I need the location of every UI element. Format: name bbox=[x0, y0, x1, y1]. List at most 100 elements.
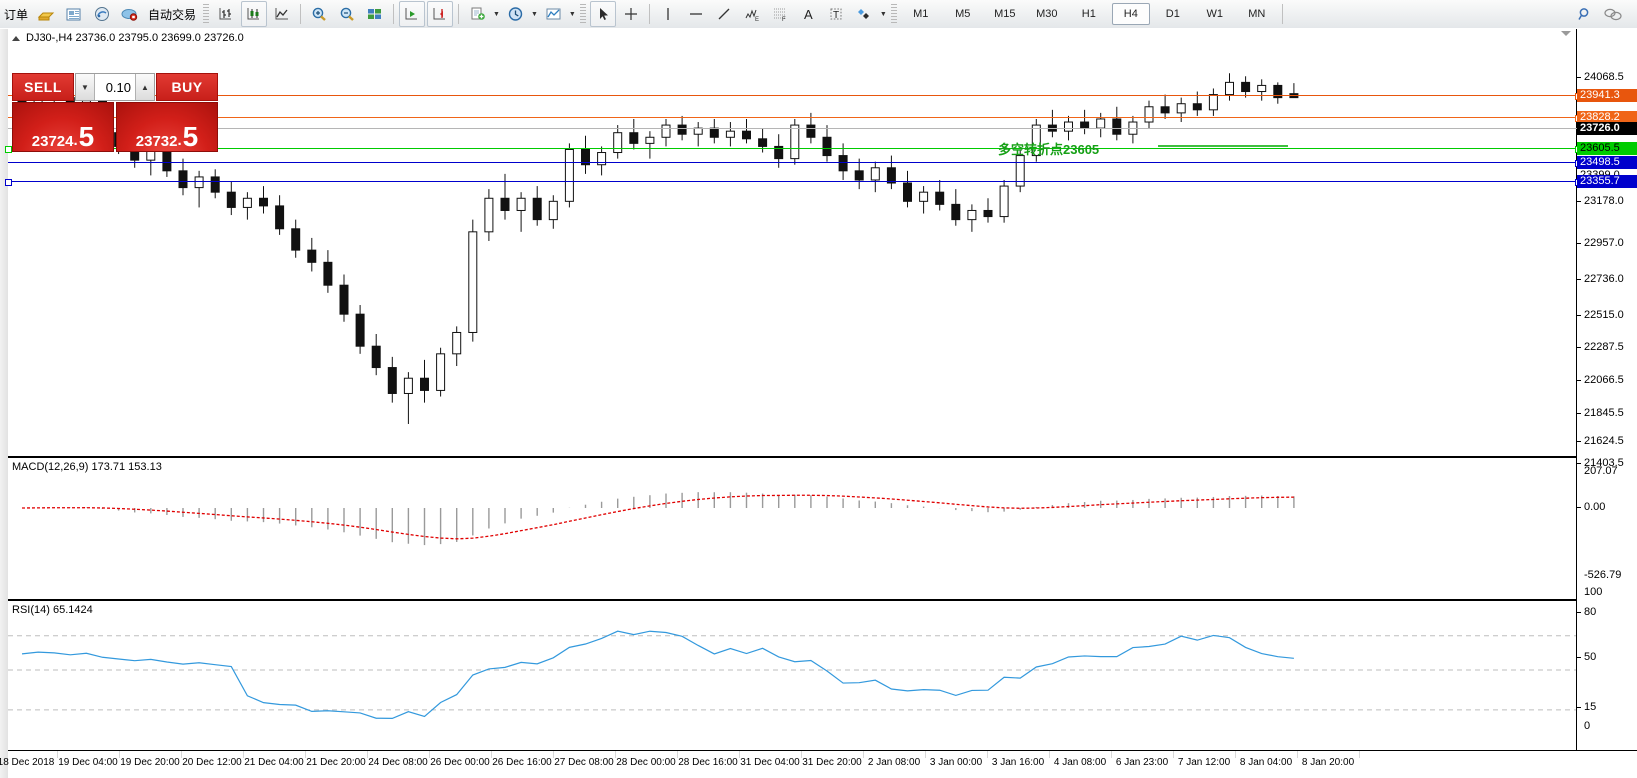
cloud-sync-icon[interactable] bbox=[117, 1, 143, 27]
level-line-23726 bbox=[8, 128, 1577, 129]
time-axis-label: 6 Jan 23:00 bbox=[1115, 757, 1169, 768]
time-axis-label: 21 Dec 04:00 bbox=[244, 757, 304, 768]
zoom-out-icon[interactable] bbox=[334, 1, 360, 27]
timeframe-h4[interactable]: H4 bbox=[1111, 3, 1150, 25]
trendline-icon[interactable] bbox=[711, 1, 737, 27]
price-label-23498[interactable]: 23498.5 bbox=[1577, 156, 1637, 169]
sell-button[interactable]: SELL bbox=[12, 73, 74, 101]
gold-bars-icon[interactable] bbox=[33, 1, 59, 27]
shift-start-icon[interactable] bbox=[399, 1, 426, 27]
level-line-23828[interactable] bbox=[8, 115, 1582, 122]
price-label-23941[interactable]: 23941.3 bbox=[1577, 89, 1637, 102]
toolbar-separator-3 bbox=[458, 4, 460, 24]
price-label-last-23726: 23726.0 bbox=[1577, 122, 1637, 135]
one-click-trading-panel[interactable]: SELL ▼ 0.10 ▲ BUY 23724 . 5 23732 . 5 bbox=[12, 73, 218, 152]
chevron-down-icon-2[interactable]: ▼ bbox=[530, 10, 538, 18]
toolbar-grip-periods[interactable] bbox=[890, 4, 897, 24]
time-axis-separator bbox=[863, 751, 864, 758]
price-label-23828[interactable]: 23828.2 bbox=[1577, 111, 1637, 124]
chat-icon[interactable] bbox=[1600, 1, 1626, 27]
time-axis-label: 19 Dec 20:00 bbox=[120, 757, 180, 768]
bar-chart-icon[interactable] bbox=[213, 1, 239, 27]
time-axis-separator bbox=[119, 751, 120, 758]
hline-icon[interactable] bbox=[683, 1, 709, 27]
price-pane[interactable]: 多空转折点23605 bbox=[5, 29, 1582, 457]
level-line-23941[interactable] bbox=[8, 93, 1582, 100]
chevron-down-icon-3[interactable]: ▼ bbox=[568, 10, 576, 18]
price-axis[interactable]: 24068.5 23178.0 22957.0 22736.0 22515.0 … bbox=[1576, 29, 1637, 751]
level-line-23498[interactable] bbox=[8, 160, 1582, 167]
autotrading-button[interactable]: 自动交易 bbox=[148, 7, 197, 22]
toolbar-grip-charts[interactable] bbox=[203, 4, 210, 24]
volume-stepper[interactable]: ▼ 0.10 ▲ bbox=[75, 73, 155, 101]
signal-icon[interactable] bbox=[89, 1, 115, 27]
chevron-down-icon-4[interactable]: ▼ bbox=[879, 10, 887, 18]
volume-increase-button[interactable]: ▲ bbox=[135, 74, 154, 100]
new-template-icon[interactable] bbox=[465, 1, 491, 27]
buy-price-separator: . bbox=[177, 132, 182, 149]
news-icon[interactable] bbox=[61, 1, 87, 27]
macd-pane[interactable]: MACD(12,26,9) 173.71 153.13 bbox=[8, 457, 1577, 600]
vline-icon[interactable] bbox=[655, 1, 681, 27]
macd-series bbox=[21, 492, 1295, 546]
cursor-icon[interactable] bbox=[589, 1, 616, 27]
zoom-in-icon[interactable] bbox=[306, 1, 332, 27]
time-axis-separator bbox=[677, 751, 678, 758]
timeframe-m5[interactable]: M5 bbox=[955, 8, 971, 20]
svg-text:A: A bbox=[804, 7, 813, 22]
sell-price-box[interactable]: 23724 . 5 bbox=[12, 102, 114, 152]
time-axis-label: 27 Dec 08:00 bbox=[554, 757, 614, 768]
shift-end-icon[interactable] bbox=[427, 1, 454, 27]
timeframe-d1[interactable]: D1 bbox=[1165, 8, 1180, 20]
chart-annotation-text[interactable]: 多空转折点23605 bbox=[998, 142, 1100, 157]
time-axis-separator bbox=[1235, 751, 1236, 758]
orders-button[interactable]: 订单 bbox=[4, 7, 29, 22]
time-axis[interactable]: 18 Dec 2018 19 Dec 04:00 19 Dec 20:00 20 De… bbox=[0, 750, 1637, 778]
level-handle-23605-left[interactable] bbox=[5, 146, 12, 153]
buy-button[interactable]: BUY bbox=[156, 73, 218, 101]
textlabel-icon[interactable]: T bbox=[823, 1, 849, 27]
buy-price-box[interactable]: 23732 . 5 bbox=[116, 102, 218, 152]
svg-text:T: T bbox=[833, 10, 839, 21]
collapse-triangle-icon[interactable] bbox=[12, 35, 20, 41]
chart-scroll-indicator[interactable] bbox=[1561, 31, 1571, 36]
history-clock-icon[interactable] bbox=[503, 1, 529, 27]
text-icon[interactable]: A bbox=[795, 1, 821, 27]
time-axis-separator bbox=[1297, 751, 1298, 758]
toolbar-grip-tools[interactable] bbox=[579, 4, 586, 24]
tile-windows-icon[interactable] bbox=[362, 1, 388, 27]
chevron-down-icon[interactable]: ▼ bbox=[493, 10, 500, 18]
volume-decrease-button[interactable]: ▼ bbox=[76, 74, 95, 100]
elliott-icon[interactable]: E bbox=[739, 1, 765, 27]
crosshair-icon[interactable] bbox=[618, 1, 644, 27]
timeframe-m15[interactable]: M15 bbox=[994, 8, 1016, 20]
search-icon[interactable] bbox=[1572, 1, 1598, 27]
toolbar-separator-2 bbox=[393, 4, 395, 24]
level-line-23605[interactable] bbox=[5, 146, 1582, 153]
macd-label: MACD(12,26,9) 173.71 153.13 bbox=[12, 461, 162, 473]
price-label-23355[interactable]: 23355.7 bbox=[1577, 175, 1637, 188]
rsi-pane[interactable]: RSI(14) 65.1424 bbox=[8, 600, 1577, 752]
time-axis-label: 31 Dec 04:00 bbox=[740, 757, 800, 768]
chart-panes: 多空转折点23605 MACD(12,26,9) 173.71 153.13 R… bbox=[5, 29, 1582, 752]
timeframe-mn[interactable]: MN bbox=[1248, 8, 1266, 20]
indicators-icon[interactable] bbox=[541, 1, 567, 27]
trade-controls-row: SELL ▼ 0.10 ▲ BUY bbox=[12, 73, 218, 101]
price-label-23605[interactable]: 23605.5 bbox=[1577, 142, 1637, 155]
level-line-23355[interactable] bbox=[5, 179, 1582, 186]
fibo-icon[interactable]: F bbox=[767, 1, 793, 27]
timeframe-m1[interactable]: M1 bbox=[913, 8, 929, 20]
time-axis-separator bbox=[1111, 751, 1112, 758]
toolbar-right-group bbox=[1571, 1, 1637, 27]
timeframe-w1[interactable]: W1 bbox=[1206, 8, 1224, 20]
time-axis-separator bbox=[615, 751, 616, 758]
timeframe-m30[interactable]: M30 bbox=[1036, 8, 1058, 20]
volume-value[interactable]: 0.10 bbox=[95, 74, 135, 100]
timeframe-h1[interactable]: H1 bbox=[1081, 8, 1096, 20]
line-chart-icon[interactable] bbox=[269, 1, 295, 27]
level-handle-23355-left[interactable] bbox=[5, 179, 12, 186]
time-axis-label: 26 Dec 16:00 bbox=[492, 757, 552, 768]
candlestick-chart-icon[interactable] bbox=[241, 1, 268, 27]
time-axis-label: 28 Dec 16:00 bbox=[678, 757, 738, 768]
shapes-icon[interactable] bbox=[852, 1, 878, 27]
